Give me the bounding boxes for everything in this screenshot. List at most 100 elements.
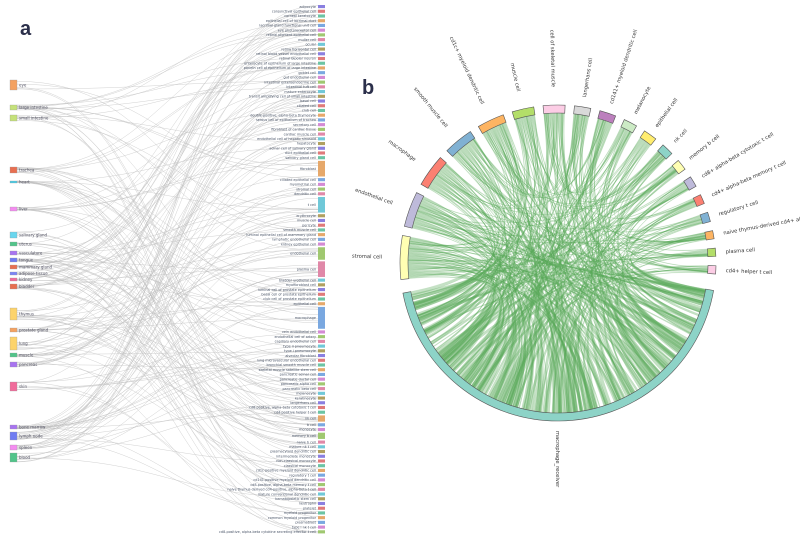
tissue-node-bar [9, 231, 18, 239]
cell-type-node: epithelial cell of lacrimal duct [266, 19, 325, 23]
cell-type-node-label: serous cell of epithelium of trachea [256, 118, 316, 122]
tissue-node: muscle [9, 352, 34, 357]
cell-type-node-bar [318, 141, 325, 146]
tissue-node-label: bone marrow [19, 424, 46, 429]
cell-type-node-label: cd1c-positive myeloid dendritic cell [256, 469, 316, 473]
cell-type-node-label: epithelial cell of lacrimal duct [266, 19, 317, 23]
cell-type-node: fibroblast of cardiac tissue [271, 128, 325, 132]
cell-type-node-bar [318, 335, 325, 339]
cell-type-node-label: naive b cell [297, 440, 316, 444]
sankey-link [16, 86, 319, 209]
tissue-node-bar [9, 271, 18, 276]
cell-type-node-label: pancreatic beta cell [283, 387, 317, 391]
tissue-node-bar [9, 257, 18, 263]
sankey-link [16, 88, 319, 426]
sankey-link [16, 87, 319, 419]
sankey-link [16, 207, 319, 360]
cell-type-node: secretory cell [293, 123, 325, 127]
sankey-link [16, 110, 319, 171]
cell-type-node-label: keratinocyte [295, 396, 316, 400]
cell-type-node-bar [318, 56, 325, 61]
sender-arc [420, 157, 447, 189]
sankey-link [16, 180, 319, 324]
sankey-link [16, 259, 319, 393]
sankey-link [16, 385, 319, 503]
cell-type-node-label: macrophage [295, 316, 316, 320]
sankey-link [16, 230, 319, 254]
tissue-node-label: lymph node [19, 433, 43, 438]
tissue-node-bar [9, 264, 18, 270]
tissue-node-bar [9, 241, 18, 247]
cell-type-node: pancreatic acinar cell [280, 373, 325, 377]
cell-type-node: club cell [302, 109, 325, 113]
cell-type-node-bar [318, 214, 325, 218]
sankey-link [16, 167, 319, 308]
sender-arc [639, 130, 657, 146]
cell-type-node: duct epithelial cell [285, 151, 325, 155]
sankey-link [16, 167, 319, 388]
cell-type-node-label: transit amplifying cell of small intesti… [249, 95, 316, 99]
sankey-link [16, 412, 319, 429]
cell-type-node: plasma cell [297, 261, 325, 277]
cell-type-node: dendritic cell [294, 192, 325, 196]
sankey-link [16, 21, 319, 119]
sender-arc [704, 230, 715, 241]
chord-diagram: macrophage_receiver stromal cell endotheli… [352, 29, 800, 488]
cell-type-node: mature nk t cell [289, 445, 325, 449]
cell-type-node: b cell [307, 423, 325, 427]
cell-type-node-bar [318, 75, 325, 79]
cell-type-node-label: basal cell [300, 99, 316, 103]
sender-arc [683, 176, 697, 191]
cell-type-node: cd141-positive myeloid dendritic cell [253, 478, 325, 482]
cell-type-node: lung microvascular endothelial cell [257, 358, 325, 362]
cell-type-node-label: club cell [302, 109, 316, 113]
tissue-node-label: liver [19, 206, 28, 211]
tissue-node-label: prostate gland [19, 327, 49, 332]
chord-ribbons [407, 112, 709, 414]
cell-type-node-label: goblet cell [298, 71, 316, 75]
sankey-link [16, 106, 319, 436]
sankey-link [16, 361, 319, 463]
tissue-node: prostate gland [9, 327, 49, 332]
sankey-link [16, 24, 319, 427]
sankey-link [16, 244, 319, 432]
sankey-link [16, 403, 319, 437]
cell-type-node-label: enterocyte of epithelium of large intest… [244, 61, 316, 65]
cell-type-node: alveolar fibroblast [285, 354, 325, 358]
cell-type-node: double-positive, alpha-beta thymocyte [250, 113, 325, 117]
cell-type-node-label: cd8-positive, alpha-beta cytokine secret… [219, 530, 316, 534]
tissue-node-label: salivary gland [19, 232, 47, 237]
sankey-link [16, 242, 319, 348]
tissue-node-label: kidney [19, 277, 33, 282]
cell-type-node-bar [318, 94, 325, 98]
sankey-link [16, 251, 319, 322]
cell-type-node: basal cell of prostate epithelium [261, 293, 325, 297]
cell-type-node-bar [318, 42, 325, 46]
cell-type-node-bar [318, 410, 325, 414]
tissue-nodes: eye large intestine small intestine trachea… [9, 79, 53, 463]
cell-type-node-bar [318, 405, 325, 410]
sankey-link [16, 271, 319, 513]
cell-type-node-bar [318, 23, 325, 28]
sankey-link [16, 197, 319, 457]
cell-type-node-bar [318, 473, 325, 477]
cell-type-node: erythrocyte [296, 214, 325, 218]
tissue-node: pancreas [9, 361, 37, 368]
tissue-node: heart [9, 179, 30, 184]
sankey-link [16, 107, 319, 504]
sankey-link [16, 106, 319, 167]
cell-type-node: pericyte [302, 223, 325, 227]
cell-type-node-bar [318, 242, 325, 246]
cell-type-node: type ii pneumocyte [283, 344, 325, 348]
sankey-link [16, 33, 319, 170]
cell-type-node-bar [318, 353, 325, 358]
tissue-node-bar [9, 283, 18, 290]
cell-type-node-bar [318, 151, 325, 155]
cell-type-node-bar [318, 90, 325, 94]
cell-type-node-label: memory b cell [292, 434, 316, 438]
cell-type-node: ciliated epithelial cell [280, 178, 325, 182]
sankey-link [16, 260, 319, 481]
cell-type-node-bar [318, 47, 325, 51]
cell-type-node-bar [318, 302, 325, 306]
sankey-link [16, 358, 319, 390]
